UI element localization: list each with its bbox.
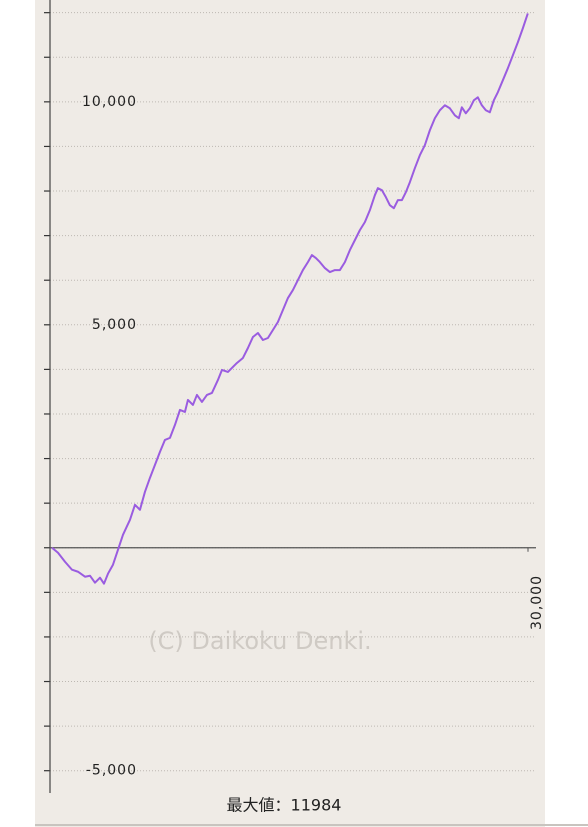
- watermark: (C) Daikoku Denki.: [148, 627, 371, 655]
- data-line: [51, 13, 529, 585]
- y-tick-label: 5,000: [92, 317, 137, 333]
- y-tick-label: 10,000: [82, 94, 137, 110]
- x-tick-label: 30,000: [529, 575, 545, 630]
- y-tick-label: -5,000: [86, 763, 137, 779]
- footer: 最大値：11984: [227, 796, 342, 815]
